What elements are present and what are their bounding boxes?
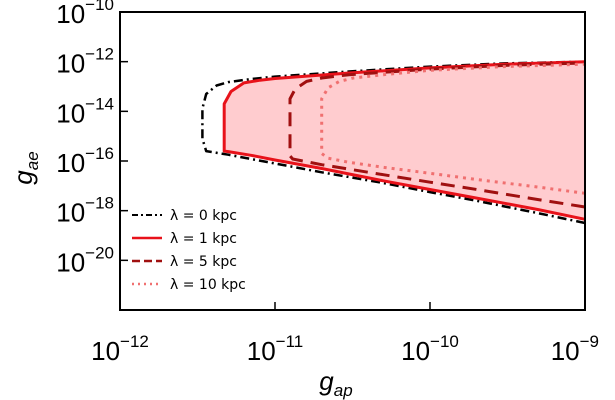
legend-label-3: λ = 5 kpc [170,254,237,270]
y-tick-label: 10−10 [56,0,114,29]
y-tick-label: 10−16 [56,144,114,178]
y-tick-label: 10−14 [56,94,114,128]
x-tick-label: 10−10 [401,332,459,366]
legend-label-1: λ = 0 kpc [170,208,237,224]
y-tick-label: 10−20 [56,243,114,277]
series-fill-2 [224,61,585,220]
legend-label-4: λ = 10 kpc [170,277,246,293]
x-tick-label: 10−9 [551,332,599,366]
y-axis-label: gae [8,151,42,184]
y-tick-label: 10−18 [56,194,114,228]
x-axis-label: gap [319,366,352,400]
series-line-4 [320,62,586,195]
y-tick-label: 10−12 [56,45,114,79]
x-tick-label: 10−12 [91,332,149,366]
series-line-2 [222,60,586,221]
series-line-1 [201,60,586,225]
legend-label-2: λ = 1 kpc [170,231,237,247]
legend: λ = 0 kpc λ = 1 kpc λ = 5 kpc λ = 10 kpc [132,208,246,293]
x-tick-label: 10−11 [247,332,304,366]
